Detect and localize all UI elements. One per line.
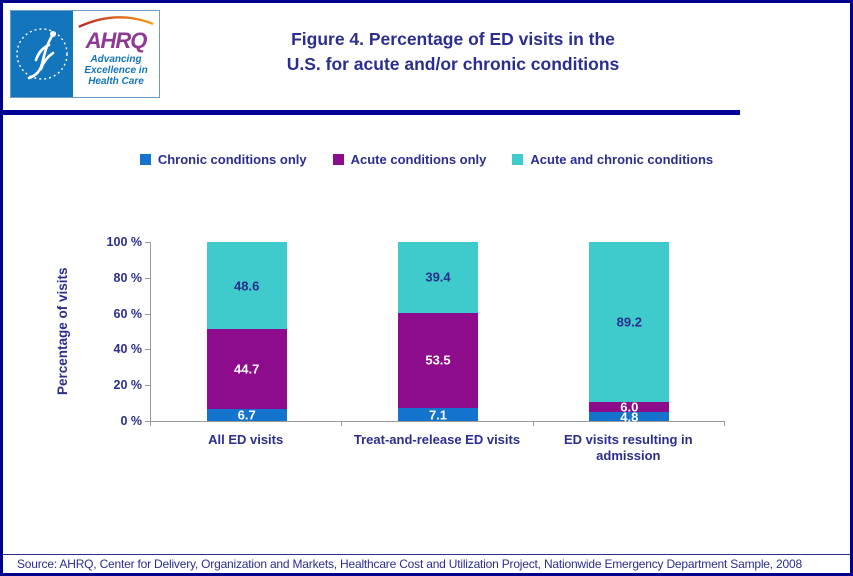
ahrq-logo: AHRQ Advancing Excellence in Health Care xyxy=(10,10,160,98)
y-axis-tick xyxy=(145,242,150,243)
bar-value-label: 44.7 xyxy=(234,361,260,377)
bar-value-label: 53.5 xyxy=(425,352,451,368)
category-label: Treat-and-release ED visits xyxy=(353,432,521,447)
y-axis-tick-label: 0 % xyxy=(120,414,142,428)
y-axis-tick-label: 80 % xyxy=(113,270,143,285)
source-divider xyxy=(3,554,850,555)
bar-value-label: 4.8 xyxy=(620,409,639,425)
y-axis-tick xyxy=(145,385,150,387)
bar-segment: 4.8 xyxy=(589,409,670,425)
bar-value-label: 7.1 xyxy=(428,407,448,423)
ahrq-wordmark-block: AHRQ Advancing Excellence in Health Care xyxy=(73,11,159,97)
y-axis-tick-label: 20 % xyxy=(113,378,143,393)
bar-segment: 6.7 xyxy=(206,407,287,423)
y-axis-tick-label: 40 % xyxy=(113,342,143,357)
legend-color-swatch xyxy=(139,154,151,165)
x-axis-tick xyxy=(724,422,725,426)
bar-segment: 89.2 xyxy=(589,242,670,402)
bar-segment: 7.1 xyxy=(398,408,478,421)
bar-segment: 6.0 xyxy=(589,399,670,415)
y-axis-tick xyxy=(145,313,150,315)
y-axis-tick-label: 100 % xyxy=(106,235,142,249)
plot-area: 6.7 44.7 48.6 7.1 53.5 39.4 4.8 6.0 89.2 xyxy=(150,242,725,425)
ahrq-tagline-line: Advancing xyxy=(90,53,142,65)
figure-title-line-1: Figure 4. Percentage of ED visits in the xyxy=(291,29,615,49)
legend-label: Acute conditions only xyxy=(350,152,487,167)
ahrq-tagline: Advancing Excellence in Health Care xyxy=(84,54,147,87)
figure-title: Figure 4. Percentage of ED visits in the… xyxy=(243,27,663,77)
bar-segment: 39.4 xyxy=(398,242,478,313)
y-axis-tick xyxy=(145,421,150,422)
legend-label: Acute and chronic conditions xyxy=(530,152,714,167)
category-label: ED visits resulting in admission xyxy=(564,432,693,463)
bar-segment: 53.5 xyxy=(398,312,478,409)
legend-label: Chronic conditions only xyxy=(157,152,307,167)
ahrq-tagline-line: Health Care xyxy=(88,75,144,87)
bar-segment: 44.7 xyxy=(206,329,287,410)
bar-value-label: 6.0 xyxy=(620,399,639,415)
bar-segment: 48.6 xyxy=(206,242,287,329)
bar-value-label: 89.2 xyxy=(616,314,642,330)
y-axis-title: Percentage of visits xyxy=(55,267,70,396)
header-divider xyxy=(3,110,740,115)
x-axis-tick xyxy=(341,422,343,426)
legend-color-swatch xyxy=(332,154,344,165)
source-note: Source: AHRQ, Center for Delivery, Organ… xyxy=(17,557,802,571)
bar-value-label: 48.6 xyxy=(234,278,260,293)
legend-item: Acute conditions only xyxy=(332,152,487,167)
bar-value-label: 6.7 xyxy=(237,407,256,423)
y-axis-tick xyxy=(145,349,150,351)
legend-item: Acute and chronic conditions xyxy=(512,153,713,166)
legend-item: Chronic conditions only xyxy=(139,152,307,167)
category-label: All ED visits xyxy=(208,432,284,447)
ahrq-tagline-line: Excellence in xyxy=(84,64,148,76)
ahrq-arc-icon xyxy=(78,16,154,28)
y-axis-tick-label: 60 % xyxy=(113,306,143,321)
legend-color-swatch xyxy=(512,154,524,165)
x-axis-tick xyxy=(532,422,534,426)
hhs-eagle-icon xyxy=(16,28,68,80)
legend: Chronic conditions only Acute conditions … xyxy=(3,153,850,166)
figure-title-line-2: U.S. for acute and/or chronic conditions xyxy=(286,54,620,74)
hhs-seal xyxy=(11,11,73,97)
y-axis-tick xyxy=(145,277,150,279)
ahrq-acronym: AHRQ xyxy=(85,27,148,53)
x-axis-tick xyxy=(150,422,151,426)
bar-value-label: 39.4 xyxy=(425,269,451,285)
